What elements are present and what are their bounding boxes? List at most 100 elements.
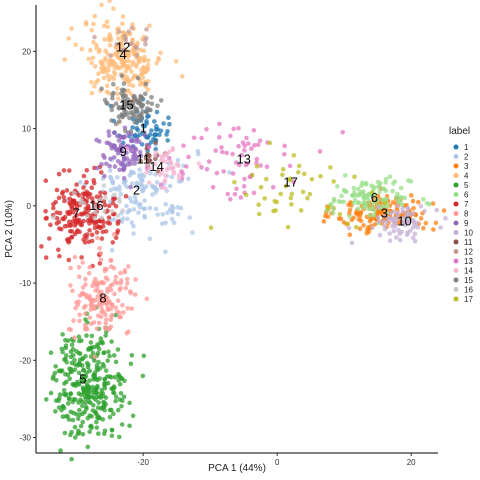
data-point	[124, 64, 129, 70]
cluster-label-6: 6	[371, 190, 378, 205]
data-point	[147, 236, 153, 242]
data-point	[153, 172, 158, 177]
data-point	[171, 220, 177, 226]
data-point	[146, 180, 152, 185]
data-point	[382, 201, 388, 206]
data-point	[102, 431, 107, 437]
data-point	[206, 159, 212, 164]
data-point	[136, 172, 142, 178]
data-point	[123, 93, 128, 99]
data-point	[140, 102, 146, 108]
data-point	[39, 244, 44, 249]
data-point	[123, 285, 129, 291]
data-point	[345, 221, 351, 227]
data-point	[117, 381, 123, 387]
data-point	[230, 171, 236, 176]
data-point	[93, 276, 98, 282]
data-point	[115, 228, 121, 233]
data-point	[123, 194, 129, 199]
data-point	[112, 196, 118, 201]
data-point	[141, 353, 147, 359]
data-point	[339, 193, 344, 199]
data-point	[82, 233, 88, 238]
data-point	[99, 65, 104, 71]
data-point	[98, 190, 103, 196]
data-point	[92, 34, 97, 40]
data-point	[353, 210, 359, 216]
data-point	[76, 299, 82, 305]
data-point	[57, 226, 62, 231]
data-point	[280, 167, 286, 172]
data-point	[199, 135, 204, 141]
legend-key-5	[453, 182, 459, 188]
data-point	[335, 184, 340, 189]
data-point	[102, 209, 107, 214]
legend-key-13	[453, 258, 459, 264]
data-point	[252, 143, 257, 148]
data-point	[153, 127, 159, 132]
series-9-points	[94, 125, 159, 190]
data-point	[376, 183, 382, 189]
data-point	[124, 156, 130, 161]
data-point	[441, 208, 447, 213]
data-point	[108, 156, 113, 162]
data-point	[108, 174, 113, 180]
data-point	[66, 36, 72, 41]
data-point	[143, 81, 149, 87]
data-point	[149, 101, 155, 107]
data-point	[97, 376, 102, 381]
data-point	[236, 125, 241, 131]
data-point	[352, 174, 357, 180]
legend-label-1: 1	[464, 143, 469, 152]
data-point	[346, 202, 351, 208]
data-point	[146, 144, 152, 150]
data-point	[66, 417, 72, 422]
data-point	[78, 211, 84, 217]
legend-label-11: 11	[464, 238, 473, 247]
data-point	[118, 280, 124, 286]
data-point	[84, 360, 90, 366]
data-point	[140, 187, 146, 193]
data-point	[99, 215, 104, 221]
data-point	[105, 73, 110, 78]
data-point	[249, 172, 255, 178]
data-point	[123, 109, 129, 115]
cluster-label-7: 7	[73, 206, 80, 221]
cluster-label-1: 1	[140, 121, 147, 136]
data-point	[153, 140, 158, 145]
y-tick-label: -20	[19, 356, 31, 365]
data-point	[99, 387, 104, 393]
data-point	[97, 245, 102, 251]
data-point	[92, 210, 98, 215]
series-13-points	[144, 121, 346, 202]
data-point	[69, 360, 75, 366]
data-point	[105, 358, 110, 364]
data-point	[103, 195, 108, 200]
data-point	[43, 208, 48, 214]
data-point	[170, 147, 176, 153]
data-point	[121, 47, 127, 52]
data-point	[79, 338, 84, 343]
data-point	[109, 427, 115, 433]
data-point	[108, 283, 113, 289]
data-point	[62, 430, 68, 436]
data-point	[59, 407, 64, 413]
data-point	[89, 79, 94, 85]
data-point	[107, 203, 112, 209]
data-point	[129, 104, 134, 110]
data-point	[68, 391, 73, 396]
data-point	[168, 165, 174, 171]
data-point	[69, 456, 74, 462]
data-point	[208, 225, 214, 230]
data-point	[124, 184, 130, 190]
data-point	[372, 208, 377, 213]
data-point	[105, 307, 111, 313]
data-point	[68, 367, 74, 372]
data-point	[94, 419, 99, 425]
data-point	[73, 207, 79, 213]
data-point	[105, 101, 110, 106]
data-point	[111, 390, 117, 396]
data-point	[106, 349, 111, 355]
data-point	[129, 353, 135, 358]
data-point	[134, 182, 140, 188]
